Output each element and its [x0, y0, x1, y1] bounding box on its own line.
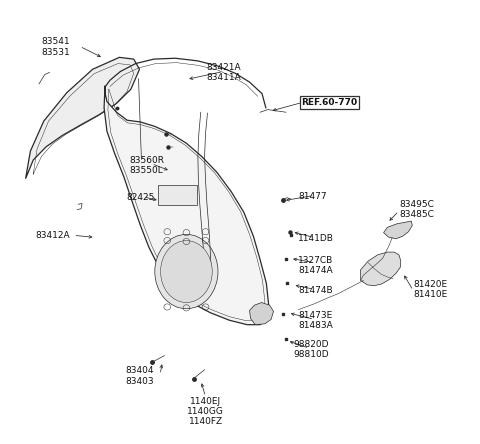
Text: 83404
83403: 83404 83403	[125, 366, 154, 386]
Ellipse shape	[155, 234, 218, 309]
Text: 1141DB: 1141DB	[299, 234, 334, 243]
Polygon shape	[384, 221, 412, 239]
Polygon shape	[250, 302, 274, 325]
Text: 83560R
83550L: 83560R 83550L	[129, 156, 164, 175]
Text: 81420E
81410E: 81420E 81410E	[413, 280, 447, 299]
Polygon shape	[104, 86, 269, 325]
Text: 81474B: 81474B	[299, 286, 333, 295]
Text: 83412A: 83412A	[35, 231, 70, 240]
Text: 82425: 82425	[126, 193, 155, 202]
Polygon shape	[360, 252, 401, 286]
Text: 1140EJ
1140GG
1140FZ: 1140EJ 1140GG 1140FZ	[187, 396, 224, 426]
Ellipse shape	[160, 241, 212, 302]
Text: REF.60-770: REF.60-770	[301, 98, 358, 107]
Text: 81477: 81477	[299, 192, 327, 201]
Text: 98820D
98810D: 98820D 98810D	[294, 340, 329, 359]
Text: 83421A
83411A: 83421A 83411A	[206, 63, 241, 82]
Text: 83495C
83485C: 83495C 83485C	[399, 200, 434, 219]
Text: 81473E
81483A: 81473E 81483A	[299, 310, 333, 330]
Polygon shape	[25, 57, 140, 178]
Text: 83541
83531: 83541 83531	[41, 37, 70, 57]
FancyBboxPatch shape	[157, 185, 197, 205]
Text: 1327CB
81474A: 1327CB 81474A	[299, 256, 334, 275]
